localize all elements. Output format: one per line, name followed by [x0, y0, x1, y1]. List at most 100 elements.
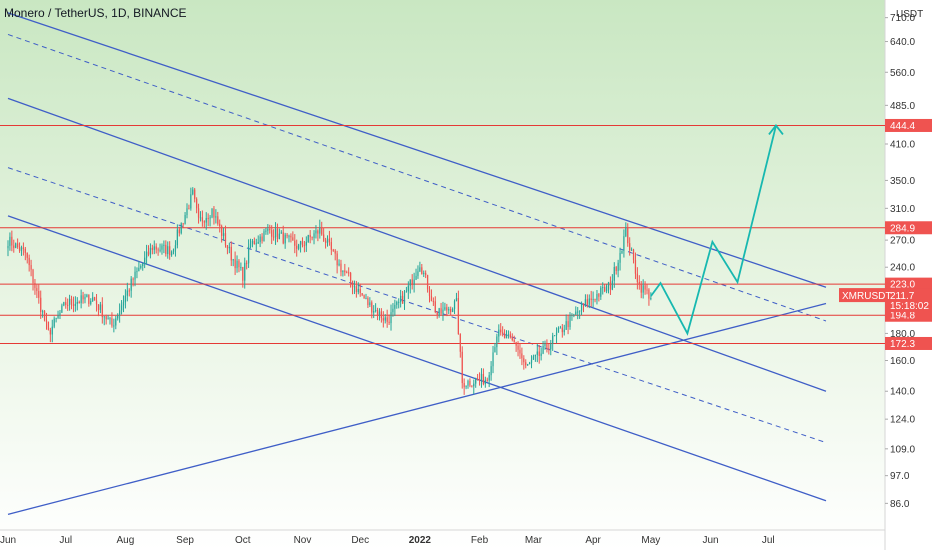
candle-body — [367, 298, 369, 306]
candle-body — [403, 292, 406, 304]
projection-path — [650, 125, 777, 336]
x-tick-label: Apr — [585, 535, 601, 546]
candle-body — [221, 226, 223, 236]
candle-body — [642, 285, 644, 293]
candle-body — [190, 194, 192, 209]
candle-body — [440, 308, 442, 314]
candle-body — [107, 318, 109, 320]
candle-body — [369, 302, 371, 306]
candle-body — [471, 385, 473, 387]
candle-body — [155, 246, 157, 250]
candle-body — [68, 298, 71, 305]
candle-body — [298, 244, 300, 249]
y-tick-label: 485.0 — [890, 101, 915, 112]
candle-body — [617, 262, 619, 271]
candle-body — [103, 316, 105, 318]
candle-body — [442, 309, 444, 314]
candle-body — [242, 267, 244, 281]
candle-body — [355, 286, 357, 293]
candle-body — [232, 259, 234, 261]
candle-body — [65, 302, 67, 305]
candle-body — [45, 320, 48, 322]
candle-body — [604, 287, 606, 292]
candle-body — [105, 316, 107, 320]
candle-body — [419, 267, 421, 272]
candle-body — [359, 288, 361, 294]
x-tick-label: 2022 — [409, 535, 432, 546]
candle-body — [357, 288, 359, 293]
candle-body — [57, 315, 59, 318]
candle-body — [619, 252, 621, 263]
candle-body — [573, 314, 575, 316]
candle-body — [13, 245, 15, 248]
candle-body — [95, 300, 98, 305]
candle-body — [502, 332, 504, 334]
candle-body — [311, 237, 313, 239]
candle-body — [511, 337, 513, 340]
candle-body — [521, 353, 523, 359]
candle-body — [313, 233, 315, 238]
candle-body — [349, 272, 352, 281]
candle-body — [170, 251, 173, 256]
candle-body — [40, 297, 42, 312]
candle-body — [528, 362, 531, 365]
candle-body — [263, 231, 265, 242]
candle-body — [384, 317, 386, 321]
y-tick-label: 640.0 — [890, 37, 915, 48]
candle-body — [128, 290, 130, 292]
candle-body — [251, 240, 254, 244]
candle-body — [26, 252, 28, 258]
candle-body — [342, 270, 344, 273]
y-tick-label: 410.0 — [890, 140, 915, 151]
candle-body — [584, 299, 587, 305]
candle-body — [571, 314, 573, 316]
candle-body — [338, 263, 340, 266]
candle-body — [253, 240, 255, 245]
candle-body — [636, 273, 639, 282]
candle-body — [167, 246, 169, 255]
candle-body — [592, 299, 594, 301]
x-tick-label: Dec — [351, 535, 369, 546]
candle-body — [600, 287, 602, 297]
candle-body — [446, 307, 448, 311]
candle-body — [559, 327, 562, 329]
candle-body — [271, 230, 273, 237]
candle-body — [213, 208, 215, 218]
candle-body — [296, 245, 298, 249]
candle-body — [117, 315, 119, 319]
candle-body — [428, 289, 431, 296]
candle-body — [569, 315, 571, 328]
x-tick-label: Mar — [525, 535, 543, 546]
candle-body — [392, 308, 394, 313]
candle-body — [480, 373, 483, 381]
candle-body — [421, 267, 423, 275]
y-tick-label: 86.0 — [890, 499, 910, 510]
candle-body — [415, 275, 417, 280]
candle-body — [588, 298, 590, 305]
candle-body — [30, 265, 32, 270]
candle-body — [161, 245, 163, 250]
candle-body — [475, 378, 477, 384]
y-tick-label: 97.0 — [890, 471, 910, 482]
candle-body — [182, 223, 184, 225]
candle-body — [492, 352, 494, 367]
candle-body — [294, 240, 296, 246]
candle-body — [602, 287, 604, 289]
candle-body — [398, 301, 400, 303]
candle-body — [72, 304, 75, 306]
candle-body — [315, 230, 317, 234]
candle-body — [525, 362, 527, 366]
candle-body — [74, 303, 76, 306]
candle-body — [405, 291, 408, 293]
x-tick-label: Jul — [762, 535, 775, 546]
channel-line-1 — [7, 12, 827, 288]
candle-body — [134, 271, 136, 280]
candle-body — [292, 237, 294, 241]
candle-body — [523, 358, 525, 363]
y-axis: 710.0 640.0 560.0 485.0 410.0 350.0 310.0 270.0… — [885, 9, 923, 510]
y-tick-label: 270.0 — [890, 236, 915, 247]
candle-body — [451, 308, 454, 313]
candle-body — [580, 303, 583, 311]
candle-body — [530, 359, 533, 363]
